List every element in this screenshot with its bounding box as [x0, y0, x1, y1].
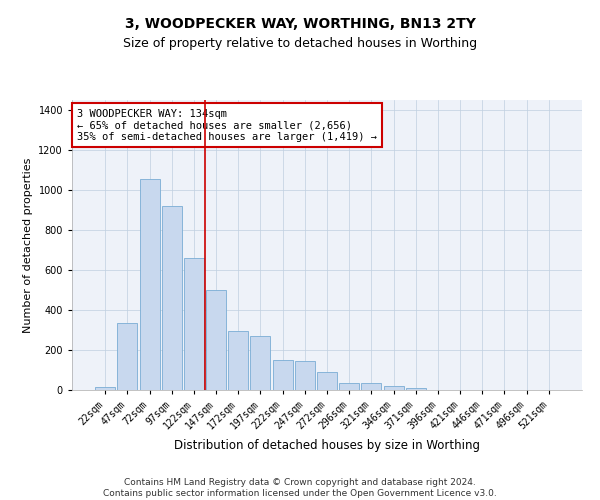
- Bar: [250, 336, 271, 390]
- Bar: [406, 388, 426, 390]
- Bar: [339, 383, 359, 390]
- Y-axis label: Number of detached properties: Number of detached properties: [23, 158, 33, 332]
- Text: Contains HM Land Registry data © Crown copyright and database right 2024.
Contai: Contains HM Land Registry data © Crown c…: [103, 478, 497, 498]
- Bar: [272, 360, 293, 390]
- Bar: [184, 258, 204, 390]
- Text: 3, WOODPECKER WAY, WORTHING, BN13 2TY: 3, WOODPECKER WAY, WORTHING, BN13 2TY: [125, 18, 475, 32]
- Bar: [228, 331, 248, 390]
- Bar: [206, 290, 226, 390]
- Bar: [140, 179, 160, 390]
- Text: Size of property relative to detached houses in Worthing: Size of property relative to detached ho…: [123, 38, 477, 51]
- Bar: [118, 323, 137, 390]
- Bar: [95, 387, 115, 390]
- Bar: [361, 383, 382, 390]
- Bar: [317, 372, 337, 390]
- Text: 3 WOODPECKER WAY: 134sqm
← 65% of detached houses are smaller (2,656)
35% of sem: 3 WOODPECKER WAY: 134sqm ← 65% of detach…: [77, 108, 377, 142]
- Bar: [383, 386, 404, 390]
- Bar: [162, 206, 182, 390]
- Bar: [295, 361, 315, 390]
- X-axis label: Distribution of detached houses by size in Worthing: Distribution of detached houses by size …: [174, 440, 480, 452]
